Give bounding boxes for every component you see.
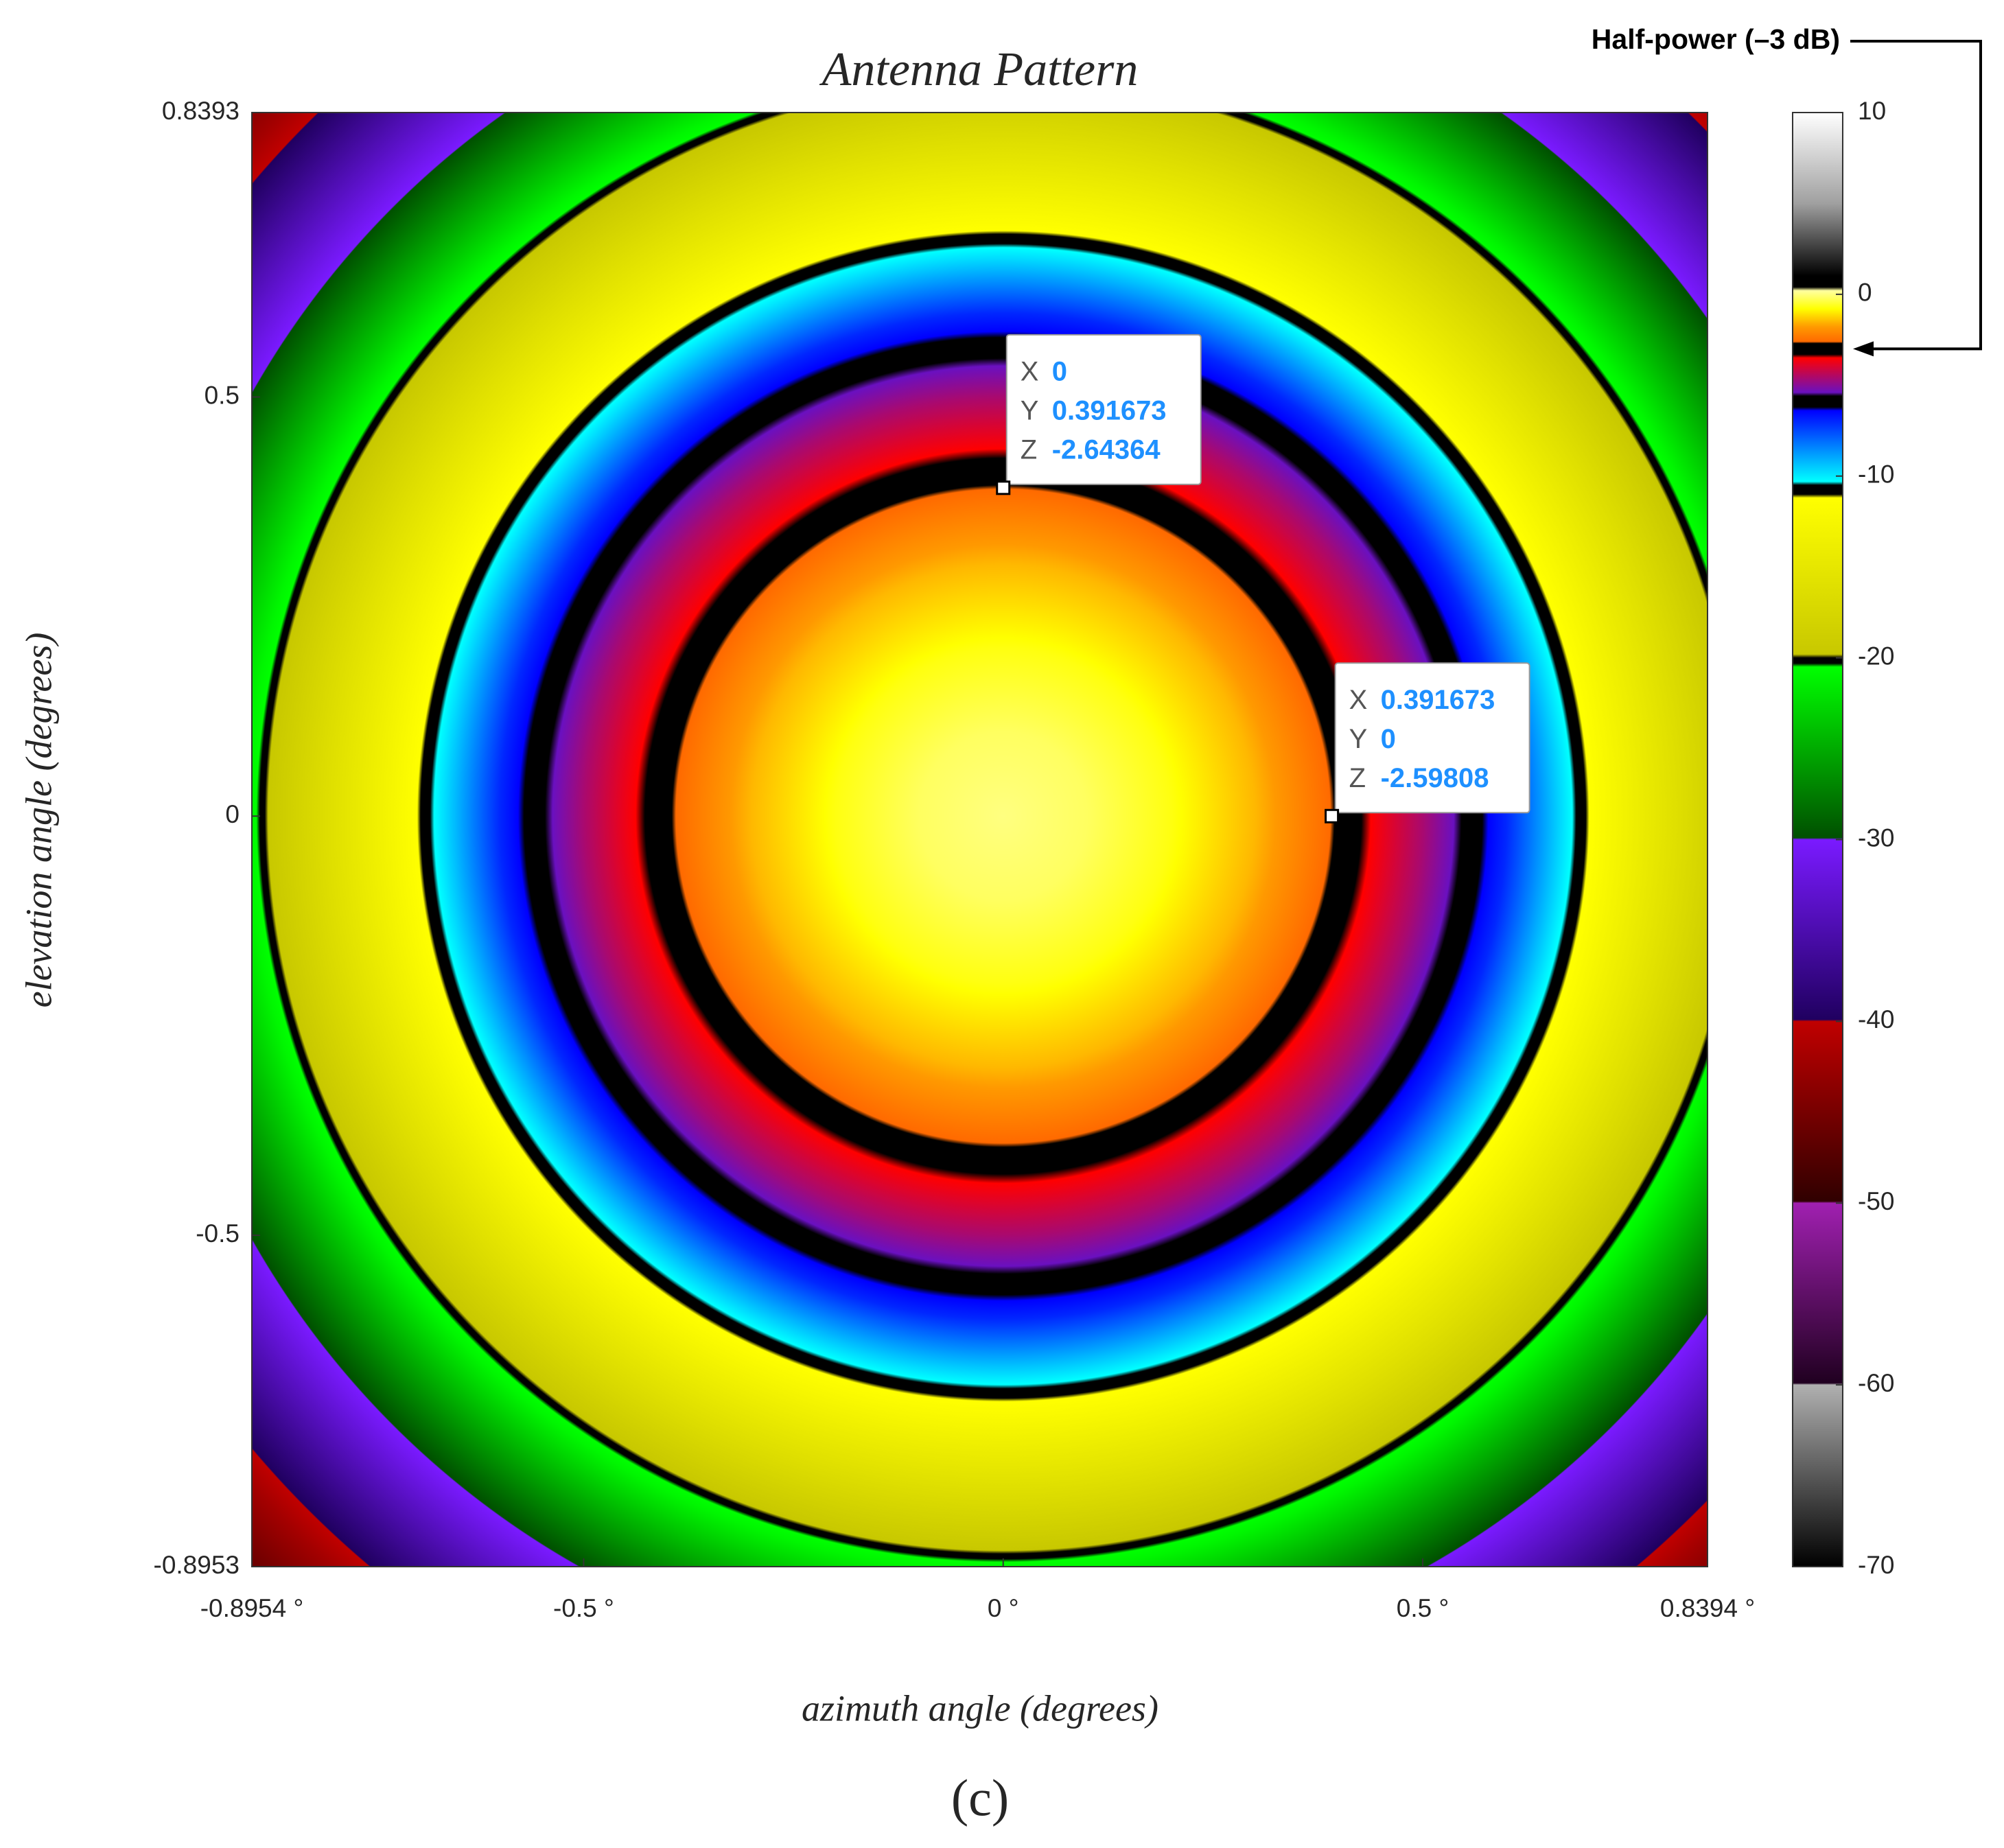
x-axis-label: azimuth angle (degrees) — [802, 1687, 1158, 1729]
colorbar-tick-label: -50 — [1858, 1187, 1894, 1215]
datatip-label: X — [1349, 685, 1368, 715]
chart-title: Antenna Pattern — [819, 43, 1139, 96]
datatip-value: 0.391673 — [1052, 395, 1167, 425]
x-tick-label: 0.8394 ° — [1660, 1594, 1755, 1622]
x-tick-label: -0.8954 ° — [200, 1594, 304, 1622]
x-tick-label: 0 ° — [988, 1594, 1019, 1622]
colorbar-tick-label: 10 — [1858, 97, 1886, 125]
y-axis-label: elevation angle (degrees) — [18, 633, 59, 1008]
colorbar-tick-label: -30 — [1858, 823, 1894, 852]
colorbar-tick-label: -40 — [1858, 1005, 1894, 1033]
datatip-box — [1334, 662, 1530, 814]
colorbar-tick-label: -20 — [1858, 642, 1894, 670]
datatip-value: -2.64364 — [1052, 434, 1161, 465]
colorbar — [1792, 112, 1843, 1567]
datatip-label: Z — [1021, 434, 1037, 465]
datatip-value: -2.59808 — [1381, 763, 1489, 793]
datatip-value: 0 — [1381, 724, 1396, 754]
y-tick-label: 0 — [225, 800, 240, 828]
plot-frame — [251, 112, 1708, 1567]
y-tick-label: -0.5 — [196, 1219, 240, 1248]
colorbar-tick-label: 0 — [1858, 279, 1872, 307]
y-tick-label: -0.8953 — [154, 1551, 240, 1579]
annotation-arrow — [1850, 40, 1982, 351]
datatip-label: X — [1021, 356, 1039, 386]
y-tick-label: 0.5 — [205, 381, 240, 409]
datatip-value: 0.391673 — [1381, 685, 1495, 715]
datatip-marker — [1325, 808, 1340, 823]
x-tick-label: -0.5 ° — [553, 1594, 614, 1622]
colorbar-tick-label: -70 — [1858, 1551, 1894, 1579]
x-tick-label: 0.5 ° — [1397, 1594, 1449, 1622]
datatip-value: 0 — [1052, 356, 1067, 386]
datatip-marker — [996, 480, 1011, 495]
datatip-label: Y — [1349, 724, 1368, 754]
annotation-text: Half-power (–3 dB) — [1592, 23, 1840, 55]
colorbar-tick-label: -10 — [1858, 460, 1894, 489]
datatip-label: Z — [1349, 763, 1366, 793]
y-tick-label: 0.8393 — [162, 97, 240, 125]
datatip-box — [1005, 334, 1202, 485]
datatip-label: Y — [1021, 395, 1039, 425]
caption: (c) — [951, 1769, 1009, 1827]
annotation-arrowhead — [1853, 341, 1874, 357]
colorbar-tick-label: -60 — [1858, 1369, 1894, 1397]
